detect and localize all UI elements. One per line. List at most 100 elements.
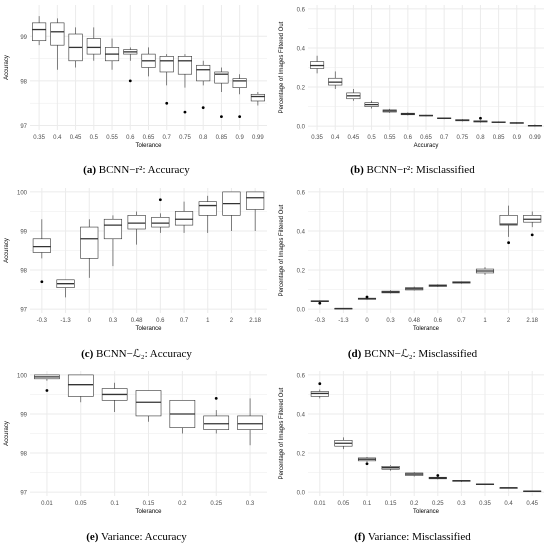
box-0.45	[523, 490, 542, 493]
x-tick-label: -0.3	[37, 318, 48, 324]
x-tick-label: 0.35	[311, 135, 323, 141]
y-tick-label: 0.4	[297, 229, 306, 235]
x-tick-label: 0.25	[210, 501, 222, 507]
outlier-point	[40, 280, 44, 284]
outlier-point	[530, 233, 534, 237]
y-axis-title: Percentage of Images Filtered Out	[279, 21, 285, 113]
box--1.3	[334, 307, 353, 310]
y-tick-label: 0.6	[297, 373, 306, 379]
x-tick-label: 0.99	[252, 135, 264, 141]
box-0.65	[141, 47, 156, 77]
box-0.48	[405, 286, 424, 291]
caption-f-label: (f)	[354, 531, 366, 543]
x-axis-title: Tolerance	[135, 326, 162, 332]
y-tick-label: 0.2	[297, 452, 306, 458]
y-axis-title: Percentage of Images Filtered Out	[279, 387, 285, 479]
box-0.7	[437, 117, 452, 120]
x-tick-label: -1.3	[60, 318, 71, 324]
x-tick-label: 0.05	[338, 501, 350, 507]
y-tick-label: 0.2	[297, 86, 306, 92]
x-tick-label: 0.35	[33, 135, 45, 141]
chart-panel-f: 0.0 0.2 0.4 0.6 Percentage of Images Filtere…	[275, 366, 550, 549]
outlier-point	[365, 462, 369, 466]
caption-d-text: BCNN−ℒ₂: Misclassified	[364, 348, 478, 360]
box-iqr	[159, 56, 174, 73]
y-tick-label: 100	[17, 190, 28, 196]
x-tick-label: 0.5	[90, 135, 99, 141]
outlier-point	[238, 115, 242, 119]
y-tick-label: 0.6	[297, 190, 306, 196]
x-tick-label: 0.85	[216, 135, 228, 141]
y-axis-title: Accuracy	[4, 238, 10, 263]
box-0.3	[381, 290, 400, 294]
box-0.25	[203, 396, 230, 434]
box-0.25	[428, 474, 447, 480]
caption-b-text: BCNN−r²: Misclassified	[366, 164, 475, 176]
outlier-point	[165, 101, 169, 105]
box-iqr	[32, 22, 47, 42]
y-tick-label: 0.0	[297, 491, 306, 497]
outlier-point	[158, 198, 162, 202]
chart-panel-a: 97 98 99 Accuracy 0.35 0.4 0.45 0.5 0.55 0.6 0.65 0…	[0, 0, 273, 180]
boxplot-svg-a: 97 98 99 Accuracy 0.35 0.4 0.45 0.5 0.55 0.6 0.65 0…	[4, 5, 267, 149]
y-axis-title: Percentage of Images Filtered Out	[279, 204, 285, 296]
y-tick-label: 100	[17, 373, 28, 379]
box-iqr	[246, 191, 265, 210]
box-iqr	[32, 238, 51, 253]
x-tick-label: 0.45	[526, 501, 538, 507]
x-tick-label: 1	[483, 318, 487, 324]
box-0.5	[364, 100, 379, 109]
box-0.7	[159, 54, 174, 105]
box-0.48	[127, 211, 146, 245]
box-iqr	[196, 64, 211, 82]
box-0.4	[50, 18, 65, 70]
x-tick-label: 0.1	[110, 501, 119, 507]
caption-a-text: BCNN−r²: Accuracy	[98, 164, 190, 176]
box--0.3	[310, 300, 329, 305]
x-tick-label: 0.55	[106, 135, 118, 141]
x-tick-label: 0.4	[53, 135, 62, 141]
x-tick-label: 2.18	[249, 318, 261, 324]
box-0	[357, 295, 377, 300]
x-tick-label: 0.6	[434, 318, 443, 324]
chart-panel-e: 97 98 99 100 Accuracy 0.01 0.05 0.1 0.15 0.2 0.25 0…	[0, 366, 273, 549]
x-tick-label: 0.4	[504, 501, 513, 507]
box-iqr	[67, 374, 94, 397]
caption-d: (d) BCNN−ℒ₂: Misclassified	[275, 347, 550, 360]
x-tick-label: 0.45	[70, 135, 82, 141]
y-tick-label: 0.6	[297, 7, 306, 13]
x-tick-label: 0.15	[143, 501, 155, 507]
y-tick-label: 97	[20, 491, 27, 497]
box-iqr	[198, 201, 217, 216]
x-tick-label: 0.8	[476, 135, 485, 141]
y-tick-label: 98	[20, 79, 27, 85]
box-iqr	[232, 78, 247, 88]
x-tick-label: 0.3	[457, 501, 466, 507]
box-0.1	[101, 382, 128, 413]
caption-f-text: Variance: Misclassified	[367, 531, 471, 543]
x-tick-label: 0.3	[386, 318, 395, 324]
y-tick-label: 98	[20, 269, 27, 275]
box-iqr	[237, 415, 263, 430]
x-tick-label: 0.8	[199, 135, 208, 141]
outlier-point	[365, 295, 369, 299]
box-0.99	[250, 92, 265, 106]
box-0.85	[491, 121, 506, 123]
caption-c-label: (c)	[81, 348, 94, 360]
caption-a: (a) BCNN−r²: Accuracy	[0, 164, 273, 176]
box-1	[475, 267, 495, 275]
box-iqr	[86, 38, 101, 55]
box-iqr	[151, 216, 170, 228]
caption-e-text: Variance: Accuracy	[100, 531, 187, 543]
x-tick-label: 0	[88, 318, 92, 324]
x-tick-label: 0.01	[314, 501, 326, 507]
box-0.6	[151, 198, 170, 233]
box-0.45	[68, 27, 83, 68]
boxplot-svg-c: 97 98 99 100 Accuracy -0.3 -1.3 0 0.3 0.48 0.6 0.7 1…	[4, 188, 267, 332]
box--1.3	[56, 279, 75, 298]
box-0.3	[103, 215, 123, 267]
caption-b-label: (b)	[350, 164, 364, 176]
box-iqr	[177, 56, 193, 75]
box-2	[499, 205, 518, 245]
outlier-point	[436, 474, 440, 477]
